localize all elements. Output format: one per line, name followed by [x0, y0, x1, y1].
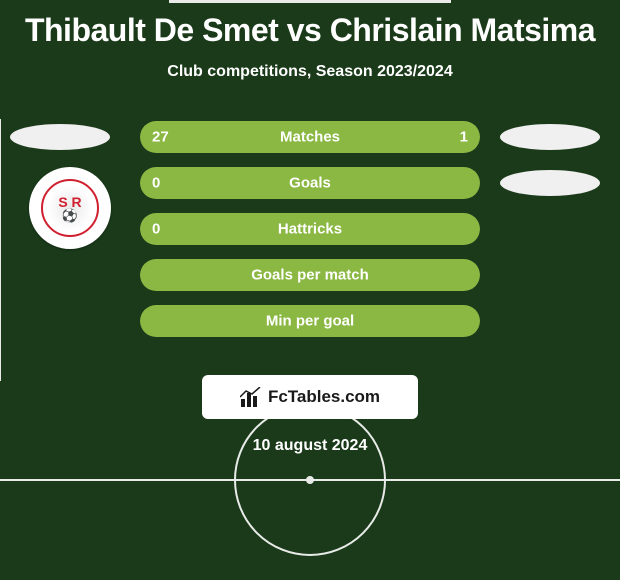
stat-row-hattricks: 0 Hattricks — [0, 213, 620, 245]
stat-row-gpm: Goals per match — [0, 259, 620, 291]
comparison-region: S R ⚽ 27 Matches 1 0 Goals 0 Hattricks — [0, 121, 620, 371]
player-pill-right — [500, 124, 600, 150]
stat-bar: 27 Matches 1 — [140, 121, 480, 153]
stat-label: Matches — [280, 129, 340, 146]
stat-bar-left — [140, 121, 412, 153]
stat-bar: Goals per match — [140, 259, 480, 291]
stat-label: Min per goal — [266, 313, 354, 330]
branding-text: FcTables.com — [268, 387, 380, 407]
stat-value-left: 0 — [152, 175, 160, 192]
date-text: 10 august 2024 — [0, 437, 620, 455]
stat-row-mpg: Min per goal — [0, 305, 620, 337]
stat-label: Goals — [289, 175, 331, 192]
stat-bar: 0 Hattricks — [140, 213, 480, 245]
stat-bar-right — [412, 121, 480, 153]
player-pill-left — [10, 124, 110, 150]
bar-chart-icon — [240, 387, 262, 407]
stat-label: Goals per match — [251, 267, 369, 284]
stat-bar: 0 Goals — [140, 167, 480, 199]
stat-row-goals: 0 Goals — [0, 167, 620, 199]
stat-value-left: 0 — [152, 221, 160, 238]
stat-value-left: 27 — [152, 129, 169, 146]
stat-row-matches: 27 Matches 1 — [0, 121, 620, 153]
player-pill-right — [500, 170, 600, 196]
page-title: Thibault De Smet vs Chrislain Matsima — [0, 0, 620, 49]
stat-bar: Min per goal — [140, 305, 480, 337]
branding-badge: FcTables.com — [202, 375, 418, 419]
stat-value-right: 1 — [460, 129, 468, 146]
subtitle: Club competitions, Season 2023/2024 — [0, 63, 620, 81]
stat-label: Hattricks — [278, 221, 342, 238]
